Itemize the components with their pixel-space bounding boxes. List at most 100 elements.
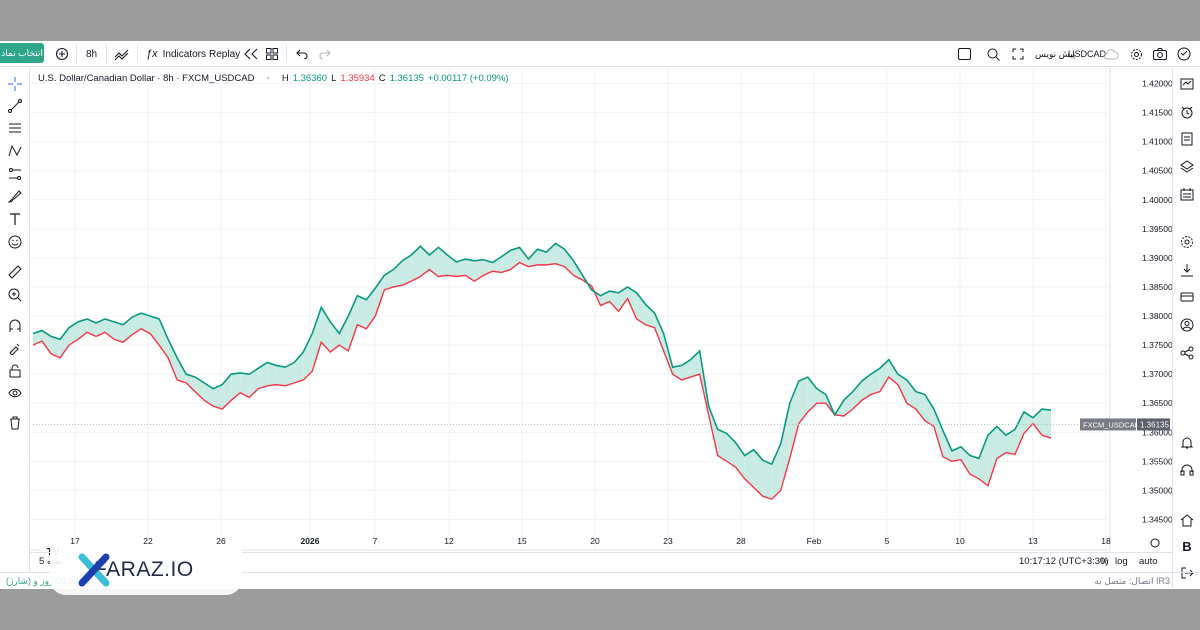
snapshot-search-icon[interactable] <box>987 44 1000 64</box>
notes-icon[interactable] <box>1179 131 1195 147</box>
settings-icon[interactable] <box>1179 234 1195 250</box>
watchlist-icon[interactable] <box>1179 76 1195 92</box>
band-fill-segment <box>105 318 115 340</box>
download-icon[interactable] <box>1179 262 1195 278</box>
publish-button[interactable]: پیش نویس <box>1035 48 1076 59</box>
trash-icon[interactable] <box>7 415 23 431</box>
crosshair-icon[interactable] <box>7 76 23 92</box>
redo-icon[interactable] <box>319 44 331 64</box>
faraz-logo-icon <box>78 553 110 587</box>
fib-icon[interactable] <box>7 166 23 182</box>
symbol-label: USDCAD <box>1068 49 1107 59</box>
drawing-toolbar <box>0 68 30 573</box>
lock-drawings-icon[interactable] <box>7 340 23 356</box>
indicators-button[interactable]: ƒx Indicators <box>146 44 206 64</box>
ruler-icon[interactable] <box>7 264 23 280</box>
magnet-icon[interactable] <box>7 318 23 334</box>
legend-l-label: L <box>331 73 337 84</box>
band-fill-segment <box>996 426 1006 459</box>
band-fill-segment <box>861 374 871 401</box>
replay-button[interactable]: Replay <box>209 44 258 64</box>
band-fill-segment <box>1023 411 1033 434</box>
band-fill-segment <box>609 291 619 312</box>
band-fill-segment <box>330 321 340 353</box>
price-chart[interactable]: 1.42000 1.41500 1.41000 1.40500 1.40000 1.395… <box>0 41 1172 552</box>
band-fill-segment <box>789 381 799 459</box>
percent-toggle[interactable]: % <box>1100 556 1109 567</box>
emoji-icon[interactable] <box>7 234 23 250</box>
last-price-tag: 1.36135 <box>1140 420 1169 429</box>
legend-eye-icon[interactable]: ◦ <box>266 73 270 84</box>
band-fill-segment <box>1014 411 1024 455</box>
eye-icon[interactable] <box>7 385 23 401</box>
x-tick-label: 15 <box>517 536 527 546</box>
clock-label: 10:17:12 (UTC+3:30) <box>1019 556 1109 567</box>
trend-line-icon[interactable] <box>7 98 23 114</box>
text-icon[interactable] <box>7 211 23 227</box>
chart-style-icon[interactable] <box>114 44 130 64</box>
cloud-icon[interactable] <box>1103 44 1119 64</box>
band-fill-segment <box>456 259 466 277</box>
user-icon[interactable] <box>1179 317 1195 333</box>
brand-b-icon[interactable]: B <box>1182 538 1192 554</box>
calendar-icon[interactable] <box>1179 186 1195 202</box>
replay-label: Replay <box>209 48 241 60</box>
compare-icon[interactable] <box>55 44 69 64</box>
share-icon[interactable] <box>1179 345 1195 361</box>
band-fill-segment <box>618 286 628 312</box>
band-fill-segment <box>141 313 151 334</box>
band-fill-segment <box>492 256 502 273</box>
account-icon[interactable] <box>1177 44 1191 64</box>
lock-icon[interactable] <box>7 363 23 379</box>
zoom-in-icon[interactable] <box>7 287 23 303</box>
interval-button[interactable]: 8h <box>86 48 98 60</box>
band-fill-segment <box>438 247 448 277</box>
undo-icon[interactable] <box>296 44 308 64</box>
band-fill-segment <box>168 339 178 380</box>
legend-c-label: C <box>378 73 386 84</box>
y-tick-label: 1.37000 <box>1142 369 1172 379</box>
band-fill-segment <box>672 365 682 380</box>
band-fill-segment <box>555 243 565 267</box>
y-tick-label: 1.40000 <box>1142 195 1172 205</box>
x-tick-label: Feb <box>807 536 822 546</box>
last-price-tag-bg <box>1137 418 1170 431</box>
logout-icon[interactable] <box>1179 565 1195 581</box>
symbol-search-button[interactable]: انتخاب نماد <box>0 43 44 63</box>
brush-icon[interactable] <box>7 188 23 204</box>
band-fill-segment <box>78 318 88 340</box>
layers-icon[interactable] <box>1179 159 1195 175</box>
band-fill-segment <box>303 333 313 380</box>
band-fill-segment <box>690 350 700 378</box>
band-fill-segment <box>933 409 943 457</box>
card-icon[interactable] <box>1179 289 1195 305</box>
y-tick-label: 1.42000 <box>1142 79 1172 89</box>
horizontal-lines-icon[interactable] <box>7 120 23 136</box>
symbol-price-tag: FXCM_USDCAD <box>1083 420 1141 429</box>
support-icon[interactable] <box>1179 462 1195 478</box>
band-fill-segment <box>465 259 475 282</box>
layout-grid-icon[interactable] <box>266 44 278 64</box>
expand-icon[interactable] <box>1012 44 1024 64</box>
band-fill-segment <box>1032 409 1042 436</box>
home-icon[interactable] <box>1179 512 1195 528</box>
band-fill-segment <box>636 292 646 325</box>
alarm-icon[interactable] <box>1179 104 1195 120</box>
band-fill-segment <box>294 352 304 383</box>
band-fill-segment <box>879 359 889 392</box>
band-fill-segment <box>537 249 547 265</box>
camera-icon[interactable] <box>1153 44 1167 64</box>
band-fill-segment <box>357 295 367 329</box>
band-fill-segment <box>627 286 637 319</box>
upper-series-line <box>32 242 1052 466</box>
notifications-icon[interactable] <box>1179 435 1195 451</box>
auto-toggle[interactable]: auto <box>1139 556 1158 567</box>
band-fill-segment <box>213 384 223 410</box>
log-toggle[interactable]: log <box>1115 556 1128 567</box>
pattern-icon[interactable] <box>7 143 23 159</box>
top-toolbar: انتخاب نماد 8h ƒx Indicators Replay <box>0 41 1200 67</box>
fullscreen-box-icon[interactable] <box>958 44 971 64</box>
band-fill-segment <box>1005 429 1015 455</box>
legend-h-label: H <box>281 73 289 84</box>
settings-gear-icon[interactable] <box>1130 44 1143 64</box>
